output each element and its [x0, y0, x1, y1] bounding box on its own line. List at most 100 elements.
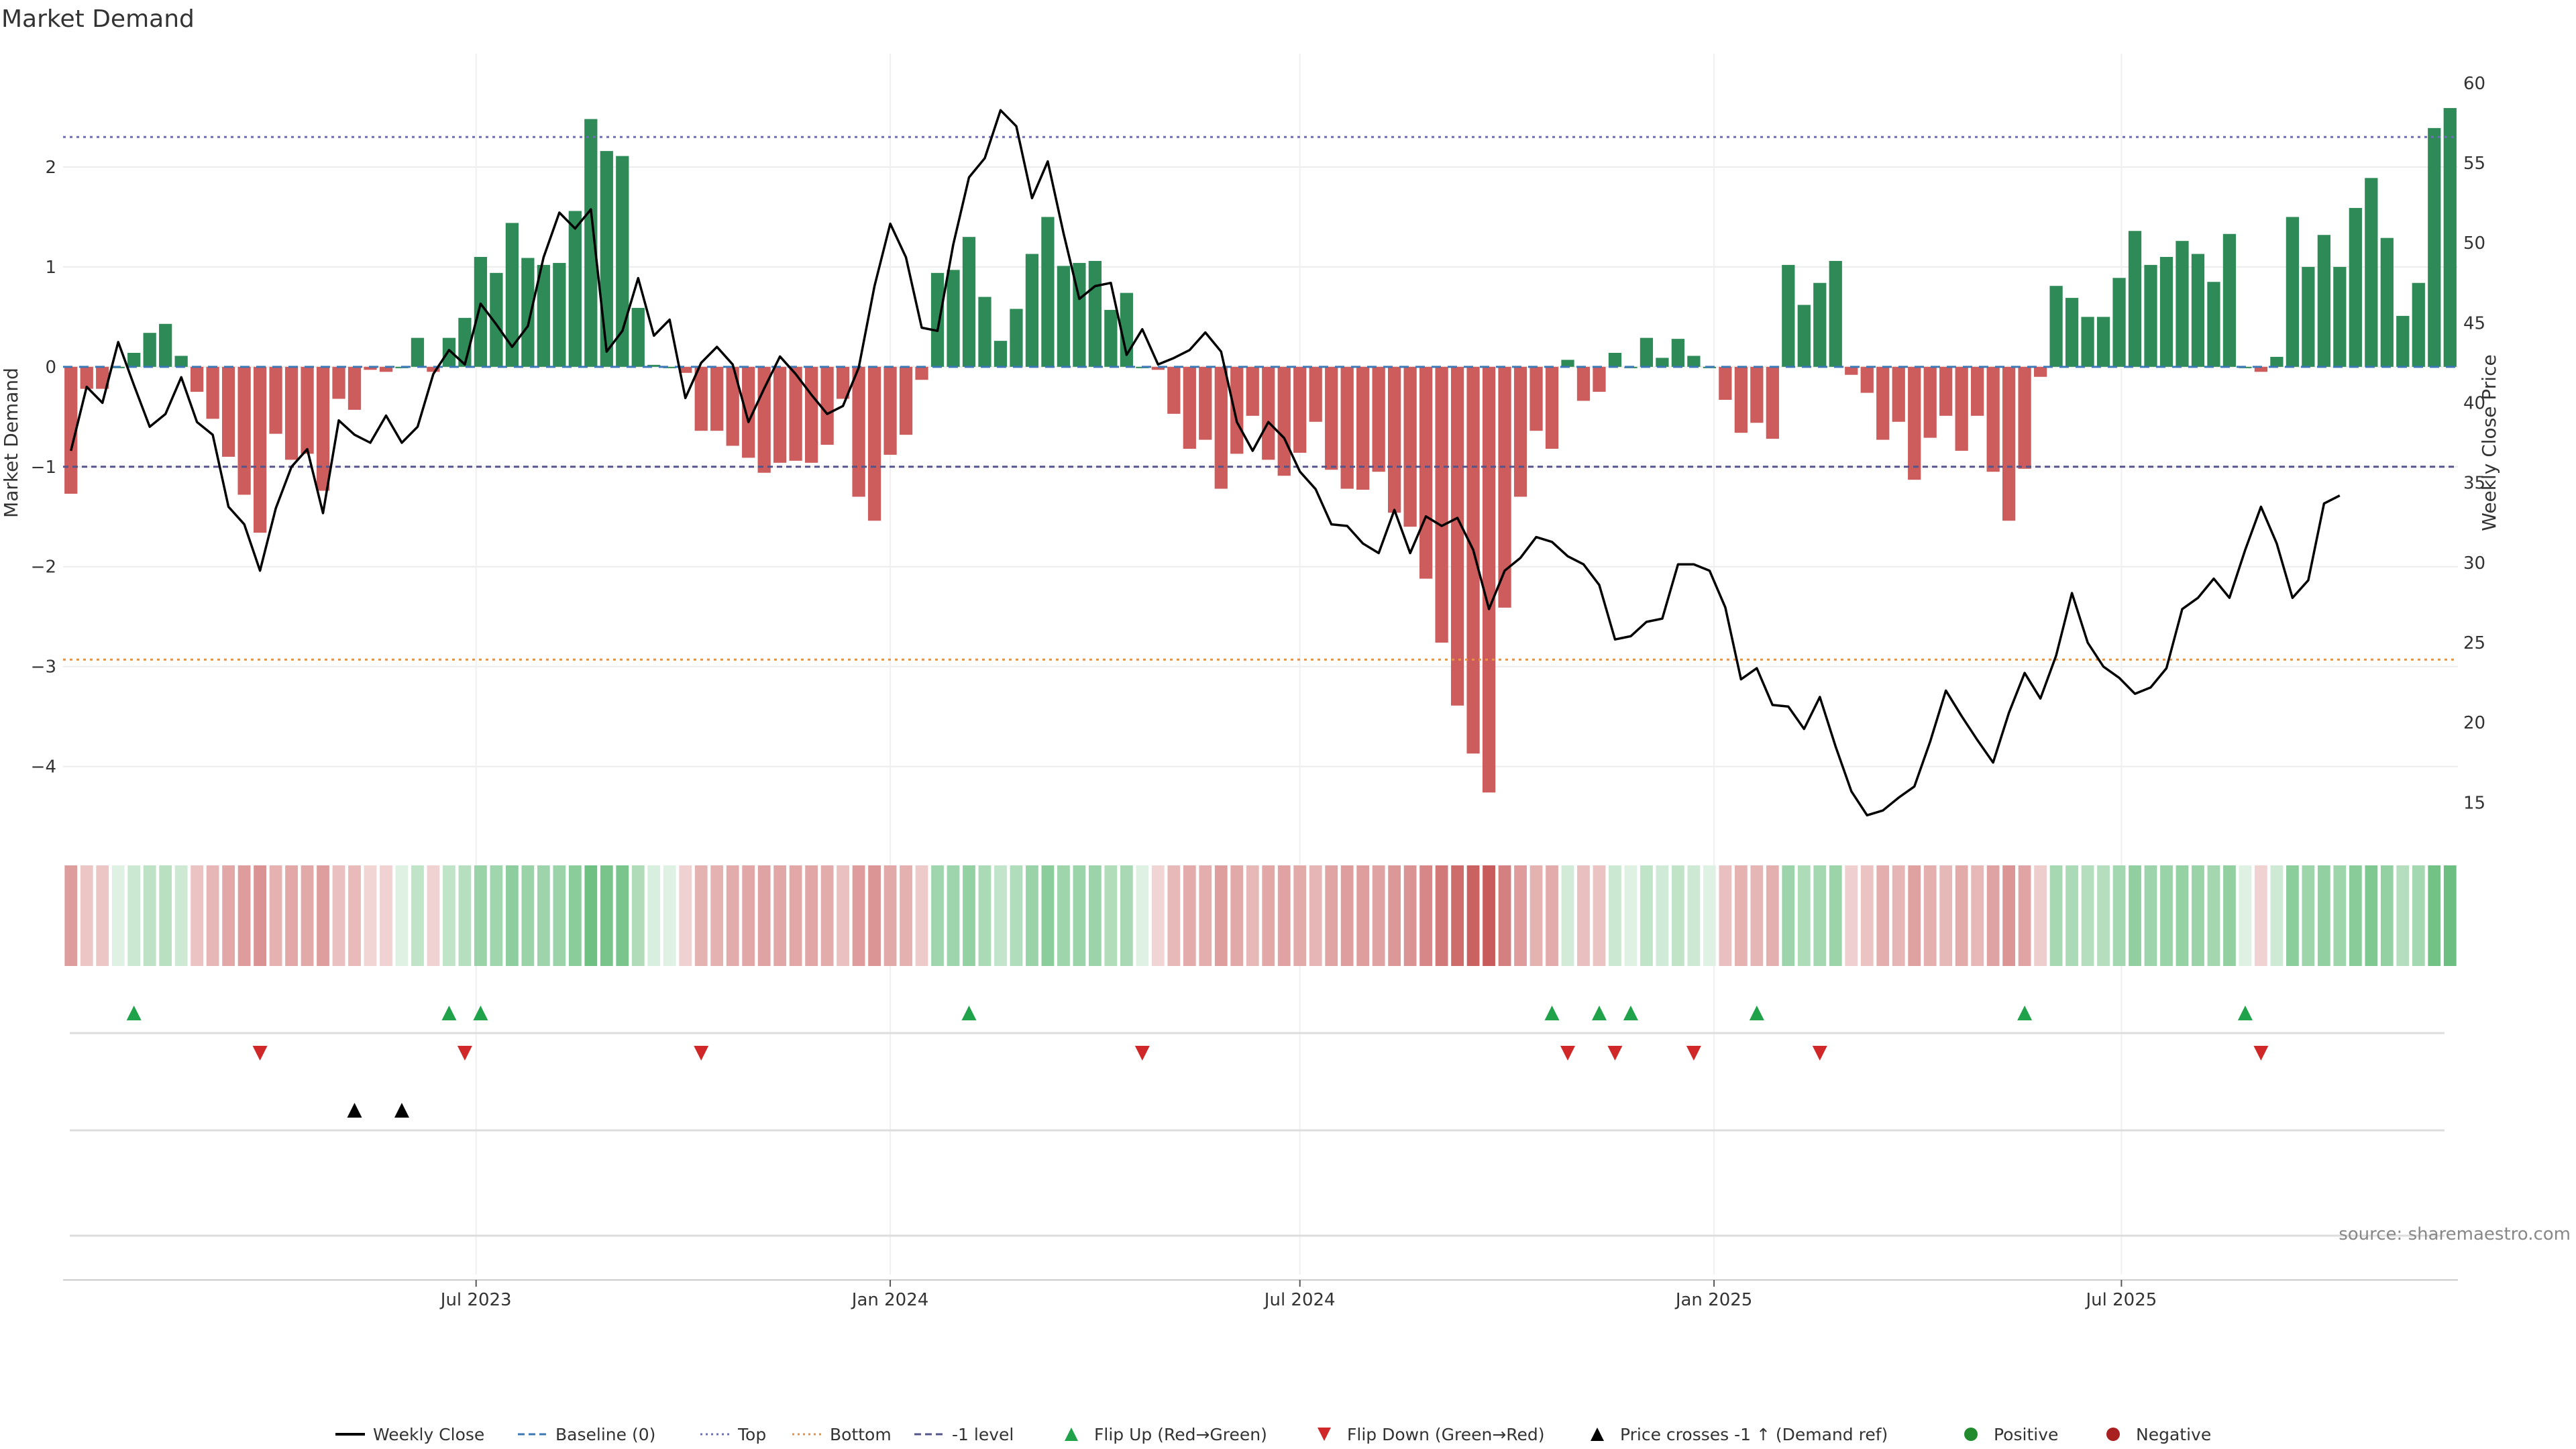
heat-cell — [2270, 865, 2284, 966]
y2-tick-label: 35 — [2463, 474, 2485, 494]
event-markers — [70, 1006, 2445, 1237]
demand-bar — [80, 366, 93, 389]
heat-cell — [742, 865, 755, 966]
demand-bar — [1277, 366, 1291, 476]
demand-bar — [2018, 366, 2031, 469]
heat-cell — [931, 865, 944, 966]
heat-cell — [285, 865, 298, 966]
heat-cell — [427, 865, 440, 966]
demand-bar — [584, 119, 598, 367]
demand-bar — [2270, 356, 2284, 367]
demand-bar — [1576, 366, 1591, 401]
legend-label: Bottom — [830, 1425, 892, 1444]
demand-bar — [96, 366, 109, 389]
heat-cell — [490, 865, 503, 966]
demand-bar — [2443, 108, 2457, 367]
price-cross-marker — [394, 1103, 409, 1118]
demand-bar — [143, 333, 156, 367]
demand-bar — [2096, 317, 2110, 367]
heat-cell — [631, 865, 645, 966]
heat-cell — [600, 865, 613, 966]
heat-cell — [568, 865, 582, 966]
flip-down-marker — [1134, 1046, 1150, 1061]
legend-swatch — [1065, 1428, 1078, 1441]
demand-bar — [852, 366, 865, 497]
demand-bar — [679, 366, 692, 373]
demand-bar — [2222, 233, 2237, 367]
heat-cell — [1246, 865, 1259, 966]
heat-cell — [1214, 865, 1228, 966]
demand-bar — [2317, 235, 2330, 367]
demand-bar — [269, 366, 282, 434]
x-tick-label: Jan 2024 — [851, 1290, 929, 1310]
demand-bar — [820, 366, 834, 445]
legend-item: -1 level — [914, 1425, 1014, 1444]
demand-bar — [1892, 366, 1905, 422]
heat-cell — [1609, 865, 1621, 966]
y-tick-label: −2 — [31, 557, 56, 578]
legend-item: Negative — [2106, 1425, 2211, 1444]
demand-bar — [1419, 366, 1433, 579]
flip-up-marker — [961, 1006, 977, 1020]
demand-bar — [1450, 366, 1464, 706]
heat-cell — [2443, 865, 2457, 966]
demand-bar — [962, 237, 976, 367]
x-tick-label: Jul 2025 — [2084, 1290, 2157, 1310]
y2-tick-label: 15 — [2463, 793, 2485, 813]
demand-bar — [1860, 366, 1874, 393]
heat-cell — [64, 865, 78, 966]
heat-cell — [537, 865, 550, 966]
demand-bar — [1183, 366, 1196, 449]
demand-bar — [1151, 366, 1165, 370]
legend-swatch — [1591, 1428, 1604, 1441]
flip-up-marker — [1591, 1006, 1607, 1020]
heat-cell — [237, 865, 251, 966]
demand-bar — [2396, 315, 2410, 367]
demand-bar — [1908, 366, 1921, 480]
demand-bar — [1797, 305, 1811, 367]
demand-bar — [1545, 366, 1559, 449]
heat-cell — [1782, 865, 1795, 966]
demand-bar — [1246, 366, 1259, 416]
heat-cell — [679, 865, 692, 966]
demand-bar — [726, 366, 739, 446]
heat-cell — [1829, 865, 1842, 966]
heat-cell — [1813, 865, 1827, 966]
demand-bar — [631, 307, 645, 367]
heat-cell — [2380, 865, 2394, 966]
legend: Weekly Close Baseline (0) Top Bottom -1 leve… — [335, 1425, 2211, 1444]
demand-bar — [1876, 366, 1890, 440]
demand-bar — [1640, 337, 1654, 367]
demand-bar — [1372, 366, 1385, 472]
legend-label: Top — [737, 1425, 766, 1444]
legend-swatch — [1964, 1428, 1978, 1441]
demand-bar — [411, 337, 425, 367]
demand-bar — [1356, 366, 1370, 490]
heat-cell — [978, 865, 991, 966]
demand-bar — [694, 366, 708, 431]
heat-cell — [2144, 865, 2157, 966]
x-tick-label: Jan 2025 — [1674, 1290, 1753, 1310]
heat-cell — [1672, 865, 1684, 966]
demand-bar — [2159, 257, 2174, 367]
heat-cell — [1860, 865, 1874, 966]
demand-bar — [568, 211, 582, 367]
heat-cell — [2002, 865, 2016, 966]
flip-up-marker — [1749, 1006, 1764, 1020]
heat-cell — [2302, 865, 2315, 966]
heat-cell — [269, 865, 282, 966]
heat-cell — [1656, 865, 1669, 966]
y-tick-label: 1 — [45, 258, 56, 278]
heat-cell — [1199, 865, 1212, 966]
demand-bar — [1782, 264, 1795, 367]
demand-bar — [867, 366, 881, 521]
heat-cell — [2176, 865, 2189, 966]
demand-bar — [127, 352, 141, 367]
demand-bar — [915, 366, 928, 380]
legend-label: Negative — [2136, 1425, 2211, 1444]
demand-bar — [1845, 366, 1858, 375]
demand-bar — [1608, 352, 1622, 367]
demand-bar — [427, 366, 440, 372]
heat-cell — [2223, 865, 2236, 966]
heat-cell — [694, 865, 708, 966]
